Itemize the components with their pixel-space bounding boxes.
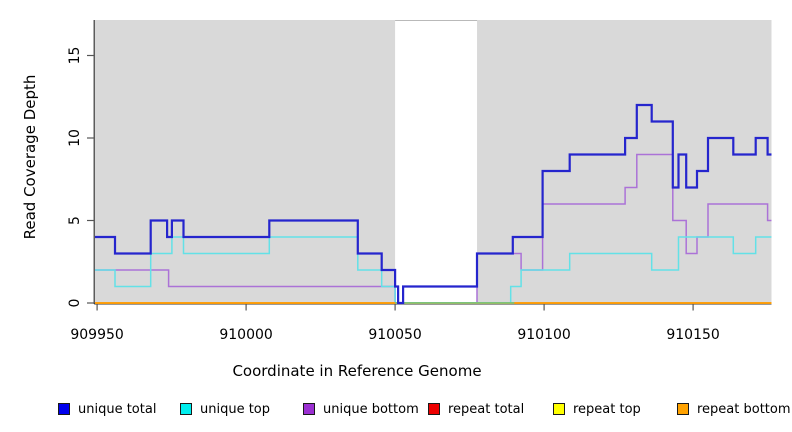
legend-label: unique top <box>200 401 271 417</box>
chart-canvas: 909950 910000 910050 910100 910150 0 5 10 15 <box>67 20 772 343</box>
svg-text:910000: 910000 <box>219 327 272 343</box>
repeat-top-swatch <box>553 403 565 415</box>
legend-item-unique-bottom: unique bottom <box>303 401 419 417</box>
svg-text:15: 15 <box>67 47 83 65</box>
legend-item-repeat-bottom: repeat bottom <box>677 401 791 417</box>
unique-bottom-swatch <box>303 403 315 415</box>
legend-label: repeat bottom <box>697 401 791 417</box>
svg-text:910050: 910050 <box>368 327 421 343</box>
y-axis-label: Read Coverage Depth <box>21 74 39 240</box>
repeat-bottom-swatch <box>677 403 689 415</box>
legend-item-repeat-total: repeat total <box>428 401 524 417</box>
legend-label: repeat total <box>448 401 525 417</box>
svg-text:909950: 909950 <box>70 327 123 343</box>
legend-item-repeat-top: repeat top <box>553 401 641 417</box>
svg-text:910100: 910100 <box>517 327 570 343</box>
repeat-total-swatch <box>428 403 440 415</box>
svg-text:0: 0 <box>67 299 83 308</box>
legend-label: unique total <box>78 401 157 417</box>
unique-total-swatch <box>58 403 70 415</box>
legend-item-unique-total: unique total <box>58 401 156 417</box>
svg-text:910150: 910150 <box>666 327 719 343</box>
legend-item-unique-top: unique top <box>180 401 270 417</box>
unique-top-swatch <box>180 403 192 415</box>
svg-text:5: 5 <box>67 216 83 225</box>
x-axis-label: Coordinate in Reference Genome <box>232 362 482 380</box>
legend-label: repeat top <box>573 401 641 417</box>
svg-text:10: 10 <box>67 129 83 147</box>
legend-label: unique bottom <box>323 401 419 417</box>
